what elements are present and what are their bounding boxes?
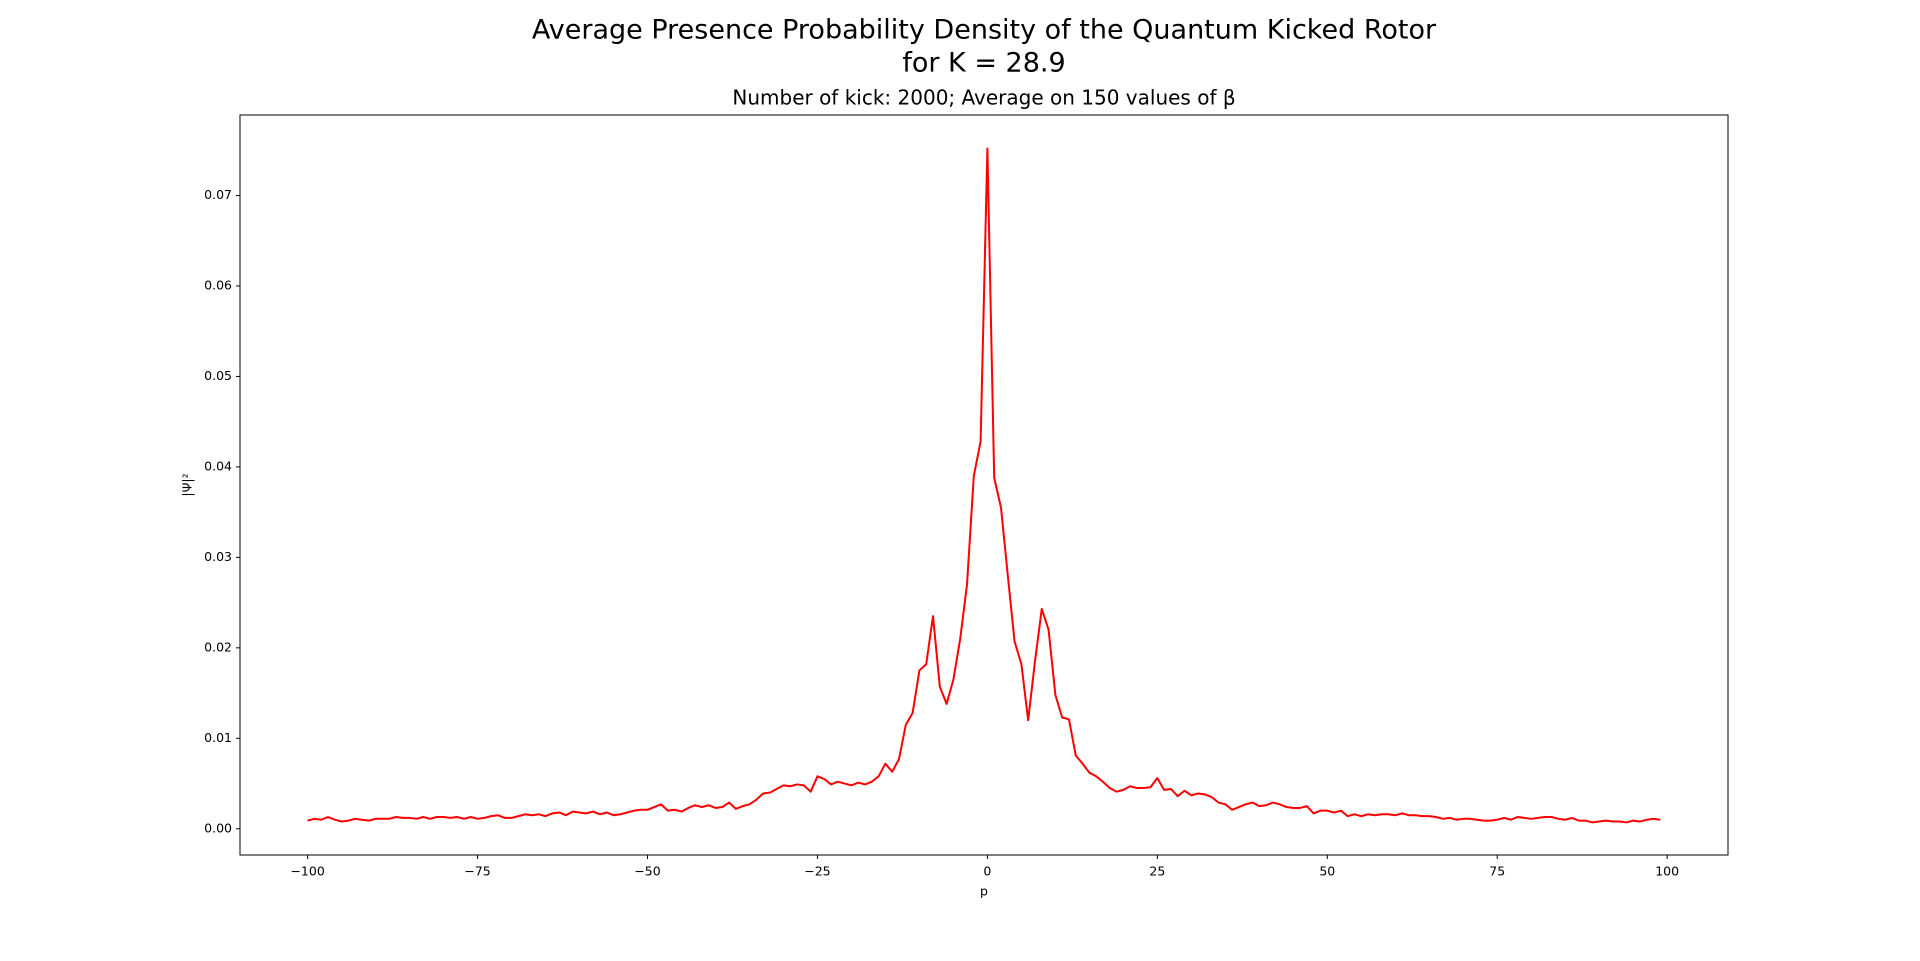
- y-tick-label: 0.03: [204, 549, 232, 564]
- x-tick-label: −50: [634, 864, 660, 879]
- x-tick-label: −25: [804, 864, 830, 879]
- data-line: [307, 147, 1661, 824]
- y-tick-label: 0.00: [204, 820, 232, 835]
- y-tick-label: 0.01: [204, 730, 232, 745]
- y-axis-label: |Ψ|²: [180, 473, 195, 496]
- plot-frame: [239, 114, 1729, 856]
- chart-title: Average Presence Probability Density of …: [532, 15, 1437, 46]
- x-tick-label: −75: [464, 864, 490, 879]
- y-tick-label: 0.04: [204, 458, 232, 473]
- x-tick-label: 100: [1655, 864, 1679, 879]
- y-tick-label: 0.07: [204, 187, 232, 202]
- x-tick-label: 50: [1319, 864, 1335, 879]
- x-axis-label: p: [980, 884, 988, 899]
- y-tick-label: 0.06: [204, 277, 232, 292]
- x-tick-label: 0: [983, 864, 991, 879]
- chart-title: for K = 28.9: [902, 48, 1065, 79]
- x-tick-label: 25: [1149, 864, 1165, 879]
- x-tick-label: −100: [290, 864, 324, 879]
- y-tick-label: 0.02: [204, 639, 232, 654]
- x-tick-label: 75: [1489, 864, 1505, 879]
- chart-subtitle: Number of kick: 2000; Average on 150 val…: [732, 86, 1235, 110]
- y-tick-label: 0.05: [204, 368, 232, 383]
